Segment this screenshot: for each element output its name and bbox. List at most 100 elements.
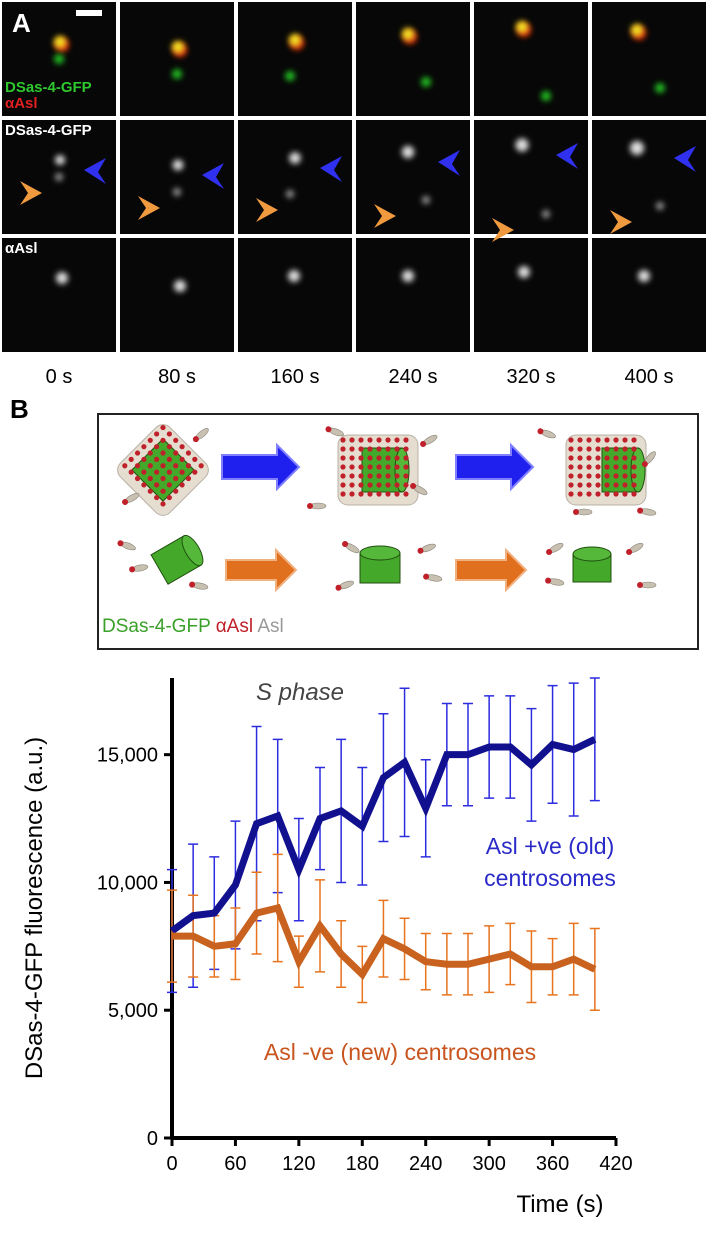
asl-dot <box>367 482 373 488</box>
asl-dot <box>128 456 134 462</box>
asl-dot <box>403 446 409 452</box>
schematic <box>116 424 658 593</box>
asl-dot <box>340 482 346 488</box>
asl-dot <box>586 455 592 461</box>
arrow <box>221 442 301 492</box>
time-label: 80 s <box>158 366 196 388</box>
asl-dot <box>154 494 160 501</box>
image-tile <box>120 2 234 116</box>
asl-dot <box>577 491 583 497</box>
asl-dot <box>604 455 610 461</box>
panel-label: A <box>12 8 31 38</box>
asl-dot <box>349 482 355 488</box>
asl-dot <box>394 473 400 479</box>
asl-dot <box>622 491 628 497</box>
asl-dot <box>376 437 382 443</box>
centriole <box>150 534 204 585</box>
centriole-end <box>572 546 612 562</box>
asl-dot <box>568 437 574 443</box>
asl-dot <box>173 475 179 482</box>
spot <box>288 270 300 282</box>
y-axis-label: DSas-4-GFP fluorescence (a.u.) <box>21 737 48 1079</box>
arrowhead <box>374 204 396 228</box>
asl-dot <box>147 463 153 469</box>
asl-dot <box>141 469 147 475</box>
spot <box>173 188 181 196</box>
image-tile <box>238 2 352 116</box>
centriole <box>131 438 195 502</box>
spot <box>656 202 664 210</box>
asl-dot <box>376 473 382 479</box>
asl-dot <box>340 491 346 497</box>
image-tile <box>474 238 588 352</box>
asl-dot <box>631 482 637 488</box>
asl-dot <box>358 482 364 488</box>
asl-dot <box>154 482 160 488</box>
asl-dot <box>586 446 592 452</box>
asl-dot <box>376 464 382 470</box>
asl-dot <box>160 424 166 431</box>
asl-dot <box>595 446 601 452</box>
asl-dot <box>358 446 364 452</box>
asl-dot <box>577 464 583 470</box>
asl-dot <box>568 482 574 488</box>
asl-dot <box>349 473 355 479</box>
asl-dot <box>367 473 373 479</box>
asl-dot <box>631 473 637 479</box>
asl-dot <box>568 473 574 479</box>
asl-dot <box>631 455 637 461</box>
asl-dot <box>340 455 346 461</box>
asl-dot <box>166 469 172 475</box>
spot <box>174 280 186 292</box>
arrowhead <box>320 156 342 182</box>
asl-dot <box>613 464 619 470</box>
asl-dot <box>141 444 147 450</box>
series-line <box>169 736 597 934</box>
asl-dot <box>340 473 346 479</box>
asl-dot <box>166 494 172 501</box>
arrowhead <box>202 163 224 189</box>
y-tick-label: 10,000 <box>97 872 158 894</box>
asl-dot <box>568 464 574 470</box>
centriole <box>572 546 612 583</box>
asl-dot <box>604 437 610 443</box>
chart: S phase DSas-4-GFP fluorescence (a.u.) T… <box>21 677 633 1218</box>
asl-dot <box>358 437 364 443</box>
legend-entry: αAsl <box>216 616 253 637</box>
x-tick-label: 420 <box>599 1153 632 1175</box>
spot <box>54 54 64 64</box>
spot <box>172 159 184 171</box>
asl-dot <box>134 463 141 469</box>
image-tile <box>120 120 234 234</box>
asl-dot <box>595 473 601 479</box>
asl-dot <box>394 491 400 497</box>
arrowhead <box>674 146 696 172</box>
image-tile <box>474 120 588 234</box>
asl-dot <box>349 446 355 452</box>
asl-dot <box>173 450 179 456</box>
x-tick-label: 60 <box>224 1153 246 1175</box>
asl-dot <box>367 491 373 497</box>
asl-dot <box>192 456 198 462</box>
asl-dot <box>134 450 141 456</box>
asl-dot <box>358 491 364 497</box>
asl-dot <box>128 469 134 475</box>
asl-dot <box>358 464 364 470</box>
asl-dot <box>367 446 373 452</box>
arrowhead <box>492 218 514 242</box>
asl-dot <box>349 455 355 461</box>
asl-dot <box>394 446 400 452</box>
asl-dot <box>622 473 628 479</box>
legend-entry: Asl <box>257 616 283 637</box>
chart-title: S phase <box>256 679 344 706</box>
time-label: 0 s <box>46 366 73 388</box>
spot <box>541 91 551 101</box>
series-label: Asl -ve (new) centrosomes <box>263 1039 537 1065</box>
row-label: DSas-4-GFP <box>5 122 92 139</box>
asl-dot <box>198 463 204 469</box>
asl-dot <box>604 446 610 452</box>
asl-dot <box>595 464 601 470</box>
x-tick-label: 360 <box>536 1153 569 1175</box>
asl-dot <box>604 491 610 497</box>
